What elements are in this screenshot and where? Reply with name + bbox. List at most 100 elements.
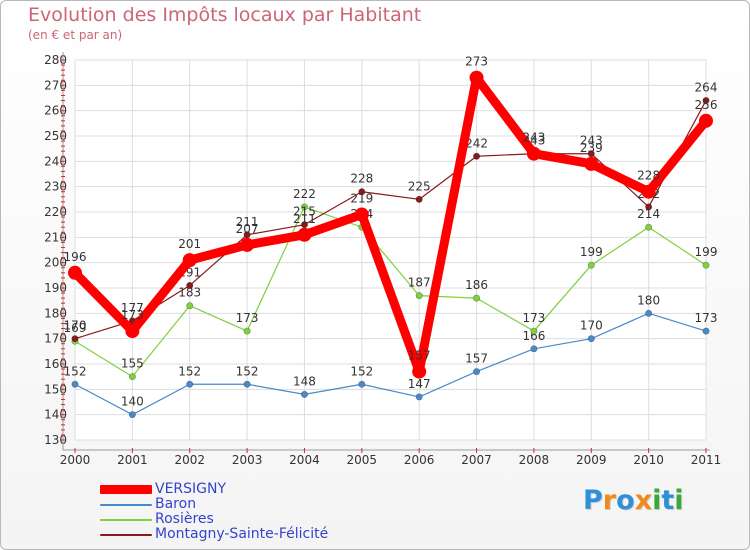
data-point bbox=[354, 207, 369, 222]
data-label: 199 bbox=[695, 245, 718, 259]
y-tick-label: 230 bbox=[44, 180, 67, 194]
data-label: 207 bbox=[236, 222, 259, 236]
data-point bbox=[128, 373, 136, 381]
data-label: 196 bbox=[64, 250, 87, 264]
data-label: 173 bbox=[522, 311, 545, 325]
data-point bbox=[128, 411, 136, 419]
data-label: 152 bbox=[178, 364, 201, 378]
data-point bbox=[530, 345, 538, 353]
data-point bbox=[240, 237, 255, 252]
y-tick-label: 210 bbox=[44, 230, 67, 244]
chart-subtitle: (en € et par an) bbox=[28, 28, 123, 42]
y-tick-label: 150 bbox=[44, 382, 67, 396]
data-label: 215 bbox=[293, 205, 316, 219]
chart-title: Evolution des Impôts locaux par Habitant bbox=[28, 4, 422, 26]
series-baron: 152 140 152 152 148 152 147 157 166 170 180 173 bbox=[64, 293, 717, 419]
data-point bbox=[702, 261, 710, 269]
data-point bbox=[300, 203, 308, 211]
data-label: 170 bbox=[64, 319, 87, 333]
data-point bbox=[530, 327, 538, 335]
series-line bbox=[74, 99, 707, 340]
series-line bbox=[74, 312, 707, 416]
proxiti-logo: Proxiti bbox=[583, 485, 684, 516]
series-rosi-res: 169155183173222214187186173199214199 bbox=[64, 187, 718, 381]
legend-label: Montagny-Sainte-Félicité bbox=[155, 526, 329, 542]
data-label: 157 bbox=[408, 349, 431, 363]
data-point bbox=[702, 327, 710, 335]
x-tick-label: 2001 bbox=[117, 453, 148, 467]
x-tick-label: 2002 bbox=[174, 453, 205, 467]
data-label: 148 bbox=[293, 374, 316, 388]
data-label: 228 bbox=[637, 169, 660, 183]
data-label: 147 bbox=[408, 377, 431, 391]
logo-letter: P bbox=[583, 485, 603, 516]
series-line bbox=[74, 206, 707, 378]
y-tick-label: 190 bbox=[44, 281, 67, 295]
data-label: 219 bbox=[350, 192, 373, 206]
data-label: 201 bbox=[178, 237, 201, 251]
data-label: 155 bbox=[121, 357, 144, 371]
data-label: 187 bbox=[408, 276, 431, 290]
data-point bbox=[186, 380, 194, 388]
data-label: 180 bbox=[637, 293, 660, 307]
x-tick-label: 2011 bbox=[691, 453, 722, 467]
x-tick-label: 2004 bbox=[289, 453, 320, 467]
data-point bbox=[587, 261, 595, 269]
data-label: 211 bbox=[236, 215, 259, 229]
legend-label: VERSIGNY bbox=[155, 481, 227, 497]
y-tick-label: 130 bbox=[44, 433, 67, 447]
data-label: 157 bbox=[465, 352, 488, 366]
x-tick-label: 2003 bbox=[232, 453, 263, 467]
data-point bbox=[415, 195, 423, 203]
data-label: 211 bbox=[293, 212, 316, 226]
data-label: 173 bbox=[236, 311, 259, 325]
legend-label: Rosières bbox=[155, 511, 214, 527]
data-label: 243 bbox=[580, 134, 603, 148]
x-tick-label: 2005 bbox=[347, 453, 378, 467]
data-point bbox=[71, 380, 79, 388]
data-label: 243 bbox=[522, 131, 545, 145]
data-point bbox=[587, 335, 595, 343]
logo-letter: x bbox=[634, 485, 653, 516]
y-tick-label: 180 bbox=[44, 306, 67, 320]
data-label: 186 bbox=[465, 278, 488, 292]
legend-label: Baron bbox=[155, 496, 197, 512]
data-point bbox=[473, 368, 481, 376]
data-point bbox=[243, 380, 251, 388]
data-point bbox=[71, 335, 79, 343]
y-tick-label: 260 bbox=[44, 104, 67, 118]
data-point bbox=[702, 97, 710, 105]
data-label: 140 bbox=[121, 395, 144, 409]
y-tick-label: 270 bbox=[44, 78, 67, 92]
data-label: 152 bbox=[236, 364, 259, 378]
data-point bbox=[412, 364, 427, 379]
data-point bbox=[641, 184, 656, 199]
data-label: 214 bbox=[637, 207, 660, 221]
data-label: 166 bbox=[522, 329, 545, 343]
data-point bbox=[358, 380, 366, 388]
logo-letter: t bbox=[661, 485, 675, 516]
data-label: 152 bbox=[64, 364, 87, 378]
data-label: 264 bbox=[695, 81, 718, 95]
data-point bbox=[473, 294, 481, 302]
data-label: 177 bbox=[121, 301, 144, 315]
data-label: 228 bbox=[350, 172, 373, 186]
y-tick-label: 250 bbox=[44, 129, 67, 143]
data-label: 152 bbox=[350, 364, 373, 378]
x-tick-label: 2006 bbox=[404, 453, 435, 467]
data-point bbox=[300, 390, 308, 398]
x-tick-label: 2008 bbox=[519, 453, 550, 467]
data-label: 242 bbox=[465, 136, 488, 150]
data-point bbox=[182, 253, 197, 268]
logo-letter: i bbox=[652, 485, 662, 516]
data-point bbox=[68, 265, 82, 280]
data-point bbox=[415, 393, 423, 401]
logo-letter: o bbox=[616, 485, 635, 516]
data-point bbox=[584, 156, 599, 171]
logo-letter: i bbox=[674, 485, 684, 516]
y-tick-label: 200 bbox=[44, 256, 67, 270]
data-point bbox=[645, 223, 653, 231]
data-label: 170 bbox=[580, 319, 603, 333]
